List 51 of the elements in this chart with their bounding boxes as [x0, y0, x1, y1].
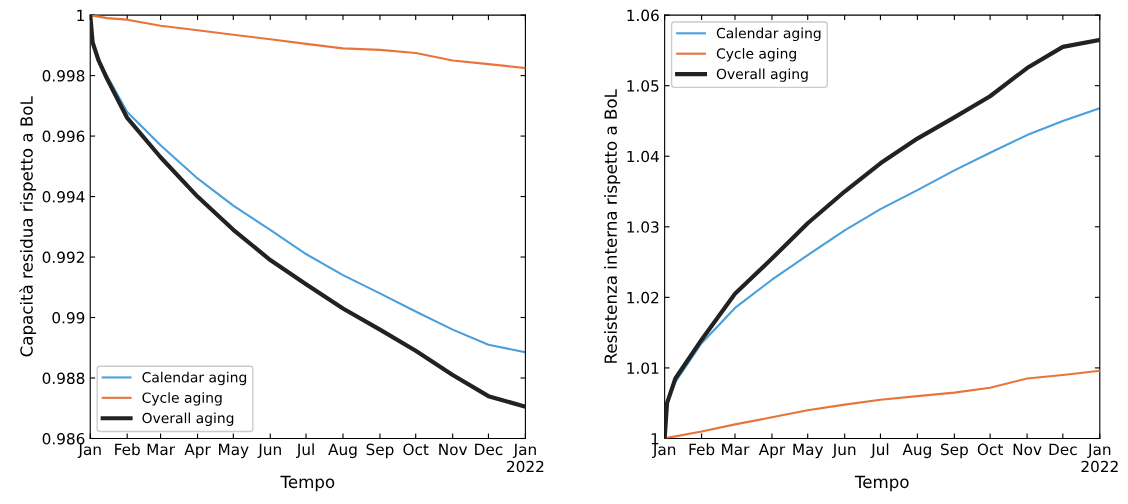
x-tick-label: Feb [115, 443, 140, 456]
legend-label: Overall aging [142, 412, 234, 426]
x-tick-label: Aug [902, 443, 931, 459]
x-tick-label: Jun [831, 443, 856, 459]
y-tick-label: 0.994 [42, 191, 85, 203]
y-tick-label: 0.99 [52, 311, 85, 324]
y-tick-label: 1.02 [627, 291, 659, 304]
legend-label: Calendar aging [142, 371, 247, 386]
legend-label: Overall aging [716, 68, 808, 82]
legend-label: Cycle aging [716, 48, 796, 62]
y-tick-label: 0.998 [42, 70, 85, 82]
x-tick-label: Nov [1013, 443, 1042, 456]
y-axis-title: Resistenza interna rispetto a BoL [604, 89, 621, 363]
y-tick-label: 1 [77, 9, 84, 21]
x-tick-label: Sep [366, 443, 394, 459]
x-tick-label: Apr [758, 443, 786, 459]
x-tick-label: Feb [689, 443, 715, 456]
y-tick-label: 0.992 [42, 251, 84, 264]
x-tick-label: Jun [257, 443, 281, 459]
x-tick-label: Dec [1049, 443, 1077, 456]
x-tick-label: Sep [940, 443, 968, 459]
x-axis-title: Tempo [854, 475, 909, 492]
x-tick-label: Jan [77, 443, 101, 459]
y-tick-label: 1.06 [627, 9, 659, 22]
y-axis-title: Capacità residua rispetto a BoL [19, 96, 37, 357]
legend-label: Calendar aging [716, 27, 821, 42]
x-tick-label: Oct [977, 443, 1003, 456]
x-tick-label: Jul [870, 443, 889, 459]
x-tick-label: Apr [184, 443, 211, 459]
y-tick-label: 1.05 [627, 80, 659, 92]
x-tick-label: Oct [403, 443, 429, 456]
y-tick-label: 1.01 [627, 362, 659, 374]
y-tick-label: 0.988 [42, 372, 85, 385]
x-tick-label: Jan [652, 443, 676, 459]
y-tick-label: 1.04 [627, 150, 659, 163]
legend-label: Cycle aging [142, 392, 222, 406]
y-tick-label: 0.986 [42, 432, 85, 445]
y-tick-label: 0.996 [42, 130, 85, 143]
x-axis-title: Tempo [280, 475, 335, 492]
y-tick-label: 1.03 [627, 221, 659, 233]
x-tick-label: Jan 2022 [1081, 443, 1118, 473]
x-tick-label: Dec [475, 443, 503, 456]
x-tick-label: May [219, 443, 249, 459]
x-tick-label: Mar [722, 443, 750, 456]
x-tick-label: Jan 2022 [507, 443, 544, 473]
x-tick-label: Jul [296, 443, 314, 459]
x-tick-label: May [793, 443, 824, 459]
x-tick-label: Mar [147, 443, 175, 456]
y-tick-label: 1 [651, 433, 659, 445]
x-tick-label: Aug [328, 443, 357, 459]
x-tick-label: Nov [439, 443, 468, 456]
